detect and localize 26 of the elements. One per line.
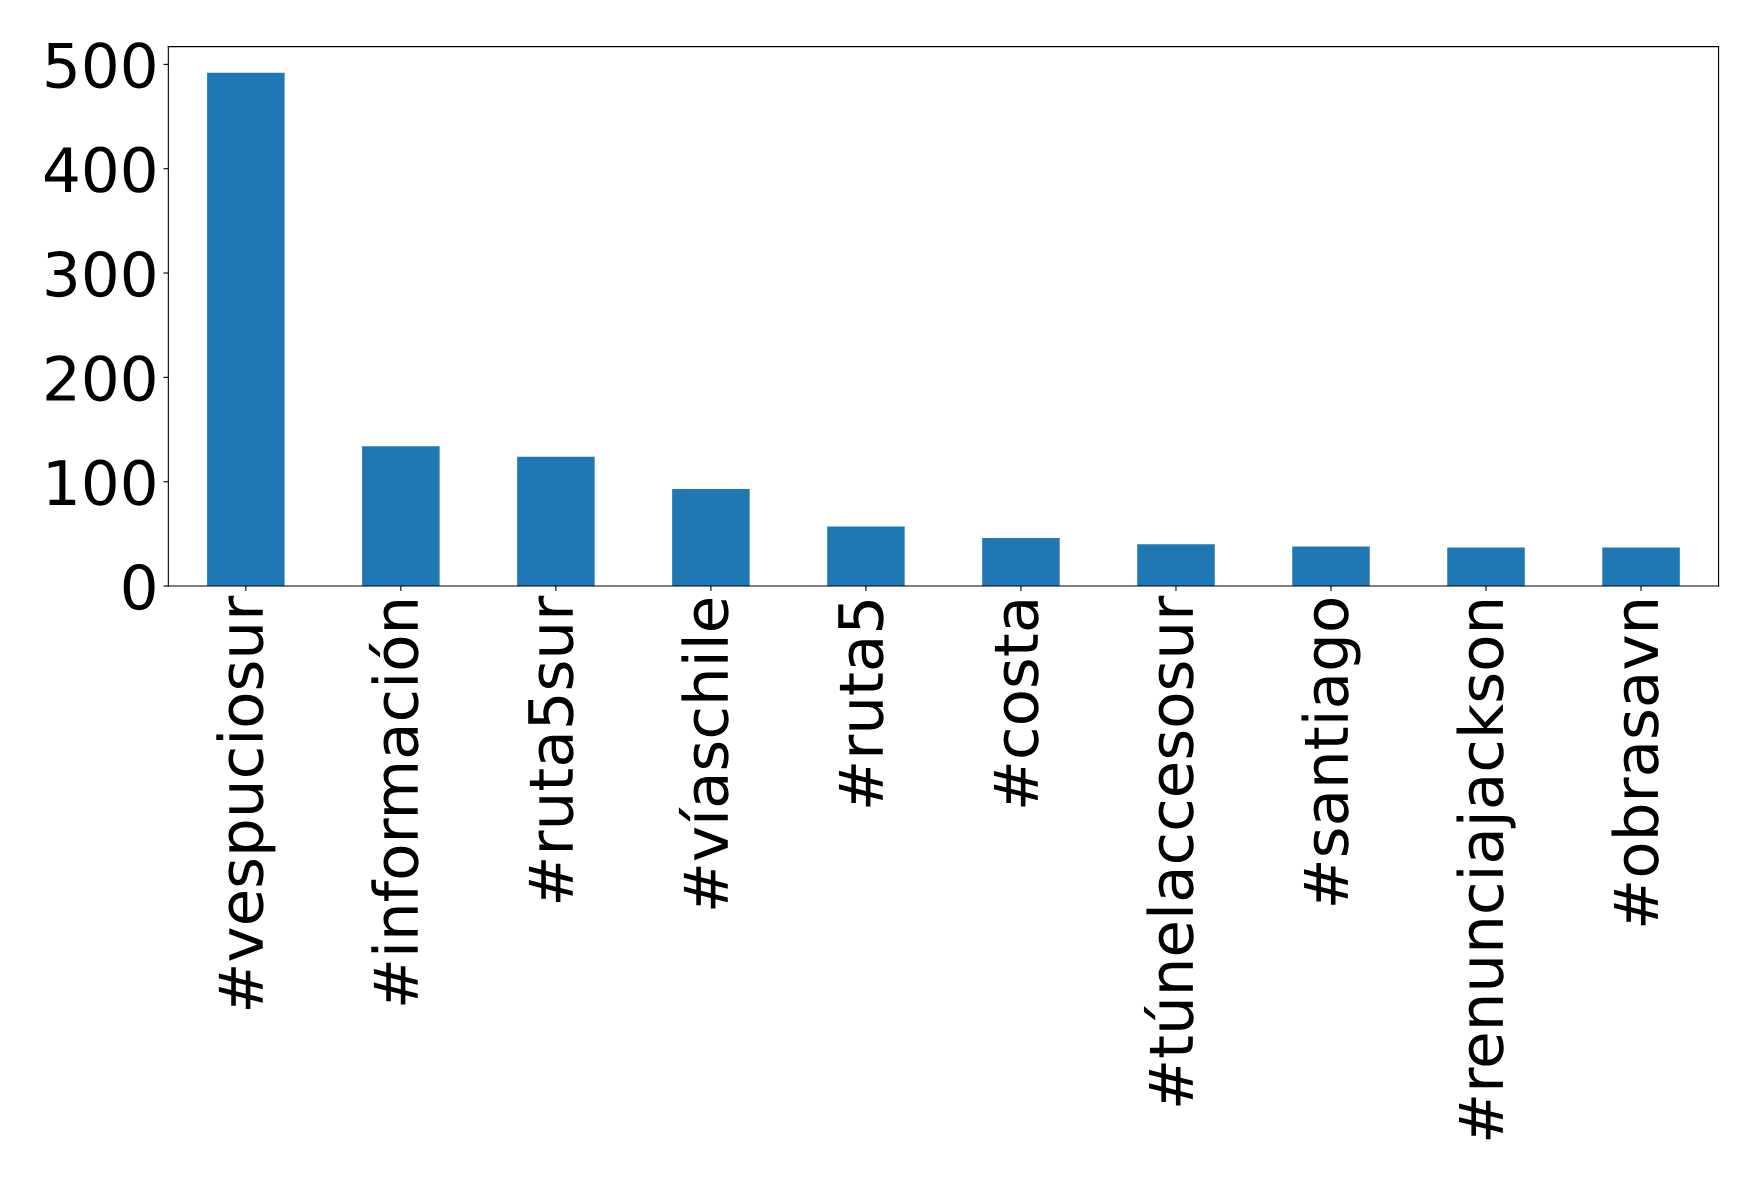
bar (1292, 546, 1370, 587)
x-tick-label: #costa (993, 601, 1039, 807)
bar (362, 446, 440, 587)
bar (1137, 544, 1215, 587)
x-tick-label: #víaschile (678, 599, 729, 909)
x-tick-label: #vespuciosur (216, 595, 276, 1010)
x-tick-label: #información (368, 600, 419, 1005)
bar (827, 526, 905, 587)
x-tick-label: #ruta5sur (528, 595, 574, 903)
x-tick-label: #renunciajackson (1456, 600, 1516, 1140)
bar (207, 72, 285, 587)
y-tick-label: 300 (46, 250, 155, 298)
bar (1447, 547, 1525, 587)
y-tick-label: 400 (44, 146, 155, 193)
bar (517, 456, 595, 587)
y-tick-label: 0 (123, 563, 155, 611)
y-tick-label: 500 (46, 42, 155, 89)
x-tick-label: #túnelaccesosur (1143, 595, 1194, 1106)
bar (982, 538, 1060, 587)
x-tick-label: #santiago (1301, 599, 1361, 905)
bar (672, 489, 750, 587)
y-tick-label: 200 (46, 355, 155, 402)
bar (1602, 547, 1680, 587)
y-tick-label: 100 (48, 459, 155, 506)
x-tick-label: #ruta5 (838, 601, 884, 807)
x-tick-label: #obrasavn (1611, 600, 1659, 926)
